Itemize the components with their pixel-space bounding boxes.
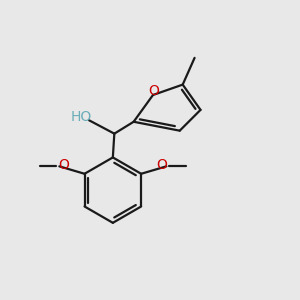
- Text: O: O: [156, 158, 167, 172]
- Text: O: O: [59, 158, 70, 172]
- Text: HO: HO: [71, 110, 92, 124]
- Text: O: O: [148, 84, 159, 98]
